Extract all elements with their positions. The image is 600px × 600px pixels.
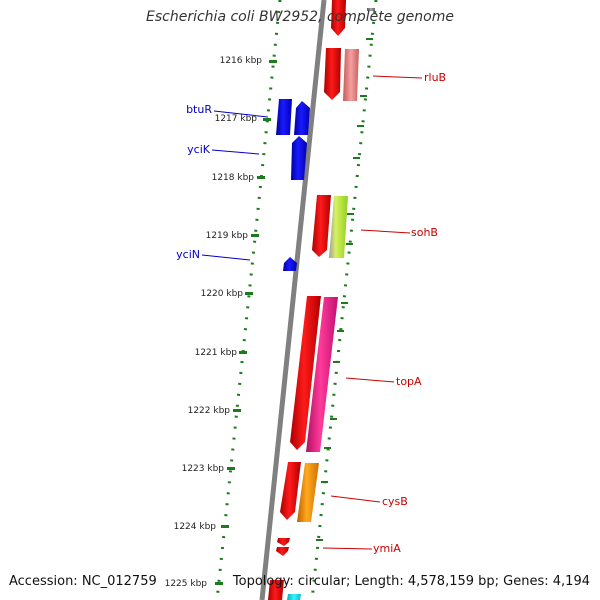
- gene-arrow-cysB: [280, 462, 301, 520]
- inner-tick: [316, 539, 323, 541]
- ruler-label-1216: 1216 kbp: [220, 56, 263, 66]
- feature-bar-topA: [306, 297, 338, 452]
- inner-tick: [347, 213, 354, 215]
- label-connector-topA: [345, 377, 395, 383]
- feature-bar-sohB: [329, 196, 348, 258]
- inner-tick: [357, 125, 364, 127]
- accession-text: Accession: NC_012759: [9, 574, 157, 589]
- gene-arrow-bottom-partial: [268, 580, 284, 600]
- gene-label-yciK: yciK: [187, 143, 211, 156]
- gene-arrow-ymiA-upper: [277, 538, 290, 546]
- gene-labels-right: rluB sohB topA cysB ymiA: [322, 71, 446, 555]
- ruler-tick-1224: [221, 525, 229, 528]
- inner-tick: [341, 302, 348, 304]
- gene-label-rluB: rluB: [424, 71, 446, 84]
- gene-label-btuR: btuR: [186, 103, 212, 116]
- label-connector-yciN: [201, 254, 251, 261]
- feature-bar-cysB: [297, 463, 319, 522]
- gene-arrow-btuR-b: [294, 101, 310, 135]
- gene-arrow-topA: [290, 296, 321, 450]
- ruler-tick-1218: [257, 176, 265, 179]
- label-connector-yciK: [211, 149, 260, 155]
- inner-tick: [333, 361, 340, 363]
- inner-tick: [353, 157, 360, 159]
- map-title: Escherichia coli BW2952, complete genome: [146, 9, 454, 25]
- gene-arrow-sohB: [312, 195, 331, 257]
- ruler-tick-1221: [239, 351, 247, 354]
- label-connector-btuR: [213, 110, 269, 118]
- ruler-tick-1217: [263, 118, 271, 121]
- ruler-label-1217: 1217 kbp: [215, 114, 258, 124]
- gene-arrow-top-partial: [331, 0, 346, 36]
- gene-arrow-ymiA-lower: [276, 547, 289, 556]
- ruler-tick-1223: [227, 467, 235, 470]
- label-connector-sohB: [360, 229, 411, 234]
- gene-label-yciN: yciN: [176, 248, 200, 261]
- inner-tick: [337, 330, 344, 332]
- ruler-tick-1216: [269, 60, 277, 63]
- label-connector-cysB: [330, 495, 381, 503]
- genome-summary-text: Topology: circular; Length: 4,578,159 bp…: [232, 574, 590, 589]
- ruler-label-1223: 1223 kbp: [182, 464, 225, 474]
- reverse-strand-genes: [276, 99, 310, 271]
- ruler-label-1218: 1218 kbp: [212, 173, 255, 183]
- inner-tick: [366, 38, 373, 40]
- outer-ruler: 1216 kbp 1217 kbp 1218 kbp 1219 kbp 1220…: [165, 56, 277, 589]
- ruler-tick-1219: [251, 234, 259, 237]
- inner-ruler-ticks: [316, 38, 373, 541]
- feature-bar-rluB: [343, 49, 359, 101]
- inner-tick: [330, 418, 337, 420]
- ruler-tick-1220: [245, 292, 253, 295]
- feature-bar-bottom-cyan: [287, 594, 301, 600]
- ruler-label-1222: 1222 kbp: [188, 406, 231, 416]
- inner-tick: [321, 481, 328, 483]
- forward-strand-genes: [268, 0, 346, 600]
- ruler-label-1221: 1221 kbp: [195, 348, 238, 358]
- gene-labels-left: btuR yciK yciN: [176, 103, 269, 261]
- ruler-label-1225: 1225 kbp: [165, 579, 208, 589]
- label-connector-rluB: [372, 75, 423, 79]
- ruler-tick-1225: [215, 582, 223, 585]
- ruler-label-1224: 1224 kbp: [174, 522, 217, 532]
- ruler-label-1219: 1219 kbp: [206, 231, 249, 241]
- label-connector-ymiA: [322, 547, 373, 550]
- ruler-tick-1222: [233, 409, 241, 412]
- feature-bar-top-gray: [367, 8, 375, 11]
- gene-label-cysB: cysB: [382, 495, 408, 508]
- inner-ruler-dotted-line: [310, 0, 378, 600]
- feature-track: [287, 8, 375, 600]
- gene-arrow-btuR-a: [276, 99, 292, 135]
- gene-arrow-yciN: [283, 257, 297, 271]
- gene-label-sohB: sohB: [411, 226, 438, 239]
- ruler-label-1220: 1220 kbp: [201, 289, 244, 299]
- genome-backbone: [259, 0, 327, 600]
- outer-ruler-dotted-line: [215, 0, 282, 600]
- gene-label-topA: topA: [396, 375, 422, 388]
- gene-arrow-rluB: [324, 48, 341, 100]
- inner-tick: [360, 95, 367, 97]
- gene-arrow-yciK: [291, 136, 307, 180]
- inner-tick: [324, 447, 331, 449]
- inner-tick: [346, 243, 353, 245]
- gene-label-ymiA: ymiA: [373, 542, 401, 555]
